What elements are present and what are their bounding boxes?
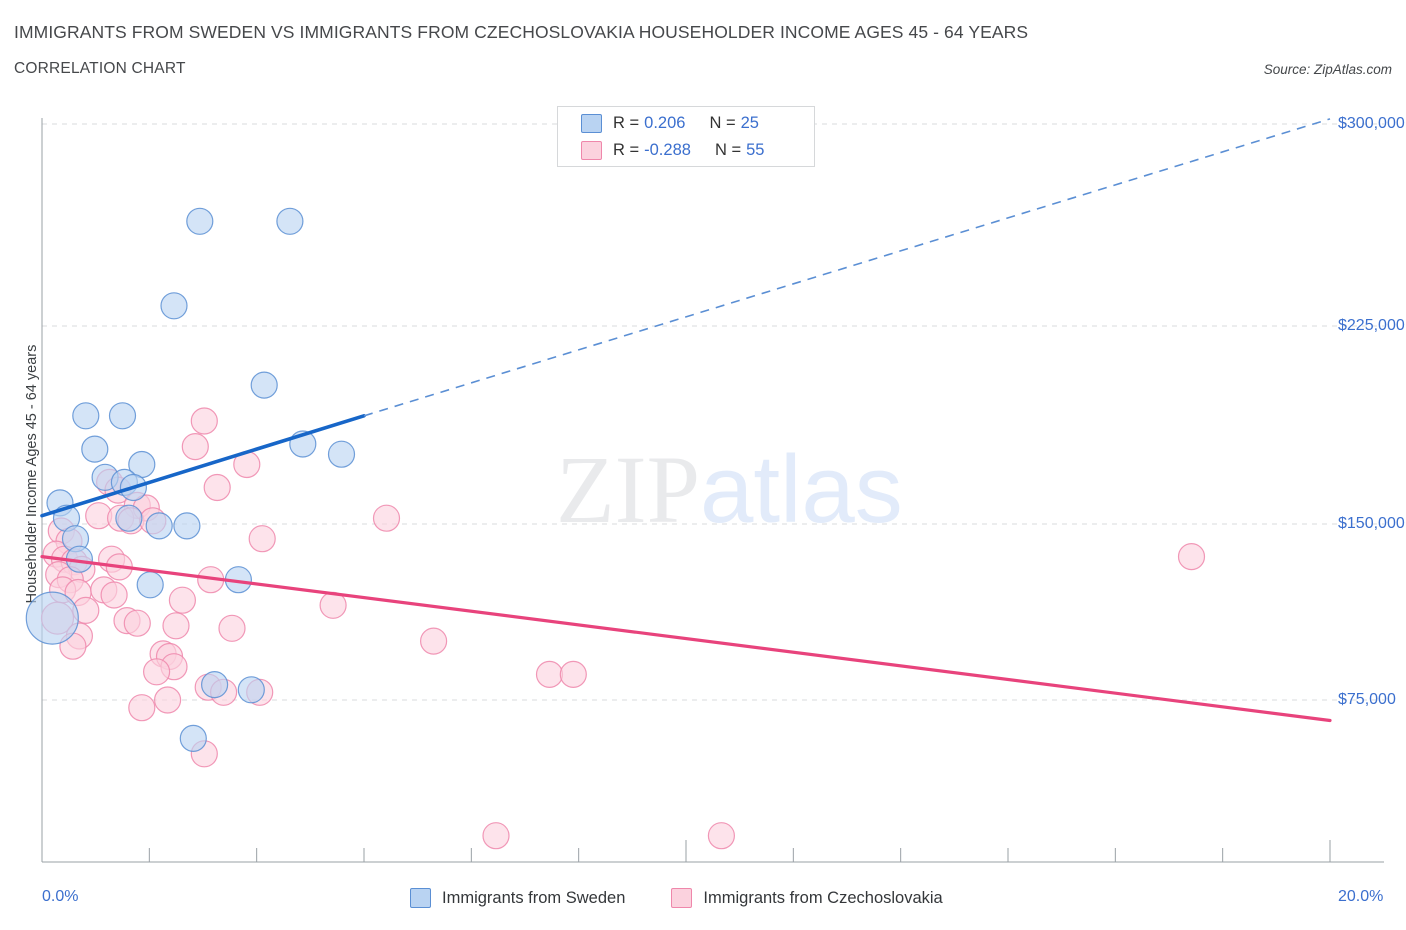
y-axis-tick-label: $300,000 (1338, 115, 1405, 132)
scatter-point[interactable] (707, 822, 736, 850)
axis-lines (41, 118, 1384, 863)
scatter-point[interactable] (81, 435, 109, 463)
page-title: IMMIGRANTS FROM SWEDEN VS IMMIGRANTS FRO… (14, 22, 1029, 42)
scatter-point[interactable] (559, 660, 587, 689)
scatter-point[interactable] (190, 407, 218, 435)
stats-n-value-sweden: 25 (740, 113, 759, 132)
stats-swatch-sweden-icon (581, 113, 602, 133)
scatter-point[interactable] (25, 591, 79, 645)
y-axis-tick-label: $150,000 (1338, 515, 1405, 532)
source-attribution: Source: ZipAtlas.com (1263, 62, 1392, 77)
trendline-sweden (40, 118, 1331, 518)
legend-swatch-sweden-icon (410, 888, 431, 908)
stats-n-value-czechoslovakia: 55 (746, 140, 765, 159)
trendline-solid (40, 414, 366, 518)
scatter-point[interactable] (143, 658, 171, 686)
trendline-czechoslovakia (40, 555, 1332, 723)
trendline-solid (40, 555, 1332, 723)
stats-row-sweden: R = 0.206 N = 25 (581, 110, 759, 136)
scatter-point[interactable] (173, 512, 201, 540)
scatter-point[interactable] (1177, 542, 1206, 571)
legend-label-czechoslovakia: Immigrants from Czechoslovakia (703, 888, 943, 907)
scatter-point[interactable] (535, 660, 564, 689)
scatter-point[interactable] (128, 694, 156, 722)
scatter-point[interactable] (186, 207, 214, 235)
x-axis-max-label: 20.0% (1338, 888, 1384, 905)
stats-r-value-czechoslovakia: -0.288 (644, 140, 691, 159)
scatter-points-sweden (25, 207, 356, 753)
scatter-point[interactable] (181, 433, 209, 461)
gridlines (42, 123, 1384, 701)
scatter-point[interactable] (115, 504, 143, 532)
scatter-point[interactable] (100, 581, 128, 609)
legend-item-czechoslovakia[interactable]: Immigrants from Czechoslovakia (671, 888, 943, 908)
scatter-point[interactable] (108, 402, 137, 430)
scatter-point[interactable] (482, 822, 510, 850)
scatter-point[interactable] (160, 292, 188, 320)
stats-r-value-sweden: 0.206 (644, 113, 686, 132)
scatter-points-czechoslovakia (40, 407, 1206, 850)
legend-item-sweden[interactable]: Immigrants from Sweden (410, 888, 625, 908)
legend-swatch-czechoslovakia-icon (671, 888, 693, 908)
x-axis-min-label: 0.0% (42, 888, 79, 905)
x-axis-ticks (41, 840, 1331, 862)
y-axis-tick-label: $225,000 (1338, 317, 1405, 334)
correlation-stats-box: R = 0.206 N = 25 R = -0.288 N = 55 (557, 106, 815, 167)
stats-n-label-sweden: N = (709, 113, 736, 132)
scatter-point[interactable] (136, 571, 164, 599)
chart-legend: Immigrants from Sweden Immigrants from C… (410, 888, 989, 908)
stats-r-label-sweden: R = (613, 113, 640, 132)
stats-n-label-czechoslovakia: N = (714, 140, 742, 159)
scatter-point[interactable] (72, 402, 100, 430)
chart-subtitle: CORRELATION CHART (14, 60, 186, 77)
stats-swatch-czechoslovakia-icon (581, 140, 602, 160)
scatter-point[interactable] (372, 504, 401, 532)
scatter-point[interactable] (218, 614, 246, 642)
scatter-point[interactable] (162, 612, 190, 640)
scatter-point[interactable] (250, 371, 278, 399)
scatter-point[interactable] (154, 686, 182, 714)
scatter-point[interactable] (420, 627, 448, 655)
scatter-point[interactable] (237, 676, 265, 704)
legend-label-sweden: Immigrants from Sweden (442, 888, 626, 907)
trendline-dashed-extension (363, 118, 1331, 417)
y-axis-tick-label: $75,000 (1338, 691, 1396, 708)
scatter-point[interactable] (327, 440, 356, 468)
scatter-point[interactable] (123, 609, 151, 637)
scatter-point[interactable] (201, 670, 229, 699)
scatter-point[interactable] (179, 724, 207, 753)
scatter-point[interactable] (145, 512, 173, 540)
scatter-point[interactable] (248, 525, 276, 553)
scatter-point[interactable] (276, 207, 304, 235)
stats-r-label-czechoslovakia: R = (613, 140, 640, 159)
scatter-point[interactable] (203, 473, 231, 502)
scatter-point[interactable] (168, 586, 196, 614)
stats-row-czechoslovakia: R = -0.288 N = 55 (581, 137, 764, 163)
